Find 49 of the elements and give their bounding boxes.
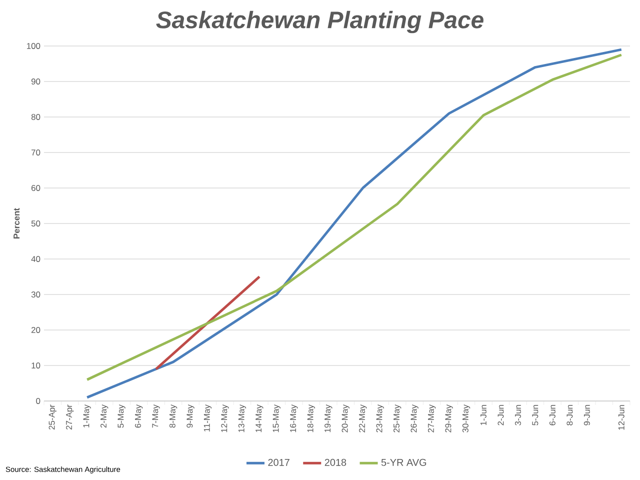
x-tick-label: 9-Jun: [584, 405, 590, 426]
y-tick-label: 0: [36, 398, 40, 404]
y-tick-label: 30: [31, 291, 40, 298]
x-tick-label: 6-Jun: [549, 405, 556, 426]
x-tick-label: 23-May: [376, 404, 384, 432]
legend-label: 5-YR AVG: [381, 458, 426, 466]
x-tick-label: 9-May: [186, 404, 194, 428]
y-tick-label: 70: [32, 149, 40, 156]
x-tick-label: 8-May: [169, 404, 178, 428]
y-axis-title: Percent: [14, 208, 20, 238]
x-tick-label: 1-Jun: [480, 405, 486, 426]
x-tick-label: 16-May: [290, 404, 298, 432]
x-tick-label: 2-May: [100, 404, 108, 428]
x-tick-label: 27-Apr: [66, 404, 74, 430]
x-tick-label: 8-Jun: [566, 405, 573, 426]
x-tick-label: 27-May: [428, 404, 436, 432]
x-tick-label: 2-Jun: [498, 405, 504, 426]
x-tick-label: 3-Jun: [514, 405, 521, 426]
x-tick-label: 13-May: [238, 404, 246, 432]
x-tick-label: 1-May: [83, 404, 91, 428]
x-tick-label: 19-May: [324, 404, 332, 432]
x-tick-label: 12-Jun: [618, 405, 624, 430]
x-tick-label: 5-May: [118, 404, 126, 428]
x-tick-label: 18-May: [307, 404, 315, 432]
y-tick-label: 100: [27, 42, 40, 49]
x-tick-label: 20-May: [342, 404, 350, 432]
x-tick-label: 11-May: [204, 404, 212, 432]
x-tick-label: 29-May: [445, 404, 453, 432]
y-tick-label: 50: [31, 220, 40, 226]
chart-title: Saskatchewan Planting Pace: [156, 10, 484, 34]
x-tick-label: 25-Apr: [48, 404, 56, 430]
y-tick-label: 20: [31, 326, 40, 333]
x-tick-label: 12-May: [221, 404, 229, 432]
x-tick-label: 6-May: [134, 404, 143, 428]
x-tick-label: 25-May: [394, 404, 402, 432]
x-tick-label: 5-Jun: [532, 405, 538, 426]
y-tick-label: 40: [31, 256, 40, 262]
x-tick-label: 30-May: [462, 404, 470, 432]
legend-label: 2018: [324, 458, 346, 466]
x-tick-label: 22-May: [359, 404, 367, 432]
x-tick-label: 7-May: [152, 404, 160, 428]
x-tick-label: 26-May: [410, 404, 418, 432]
legend-label: 2017: [268, 458, 290, 466]
x-tick-label: 15-May: [272, 404, 280, 432]
y-tick-label: 80: [31, 114, 40, 120]
y-tick-label: 90: [31, 78, 40, 84]
x-tick-label: 14-May: [256, 404, 264, 432]
y-tick-label: 60: [32, 184, 40, 191]
y-tick-label: 10: [32, 362, 40, 368]
